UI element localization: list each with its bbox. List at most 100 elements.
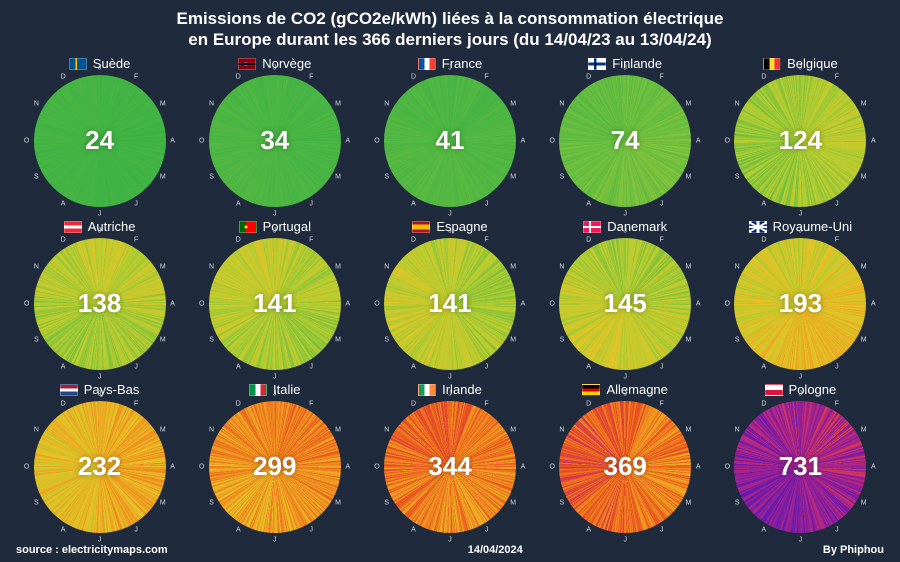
month-label: O — [549, 463, 554, 470]
country-name: Italie — [273, 382, 300, 397]
title-line-1: Emissions de CO2 (gCO2e/kWh) liées à la … — [20, 8, 880, 29]
country-name: Belgique — [787, 56, 838, 71]
month-label: O — [549, 137, 554, 144]
month-label: O — [24, 137, 29, 144]
mean-value: 145 — [559, 238, 691, 370]
country-cell-nl: Pays-Bas232JFMAMJJASOND — [14, 381, 185, 540]
month-label: O — [199, 137, 204, 144]
mean-value: 141 — [384, 238, 516, 370]
country-cell-fr: France41JFMAMJJASOND — [364, 55, 535, 214]
country-cell-ie: Irlande344JFMAMJJASOND — [364, 381, 535, 540]
country-header: Irlande — [418, 381, 482, 399]
month-label: A — [345, 463, 350, 470]
day-wheel: 138JFMAMJJASOND — [34, 238, 166, 370]
country-cell-at: Autriche138JFMAMJJASOND — [14, 218, 185, 377]
mean-value: 299 — [209, 401, 341, 533]
country-cell-no: Norvège 34JFMAMJJASOND — [189, 55, 360, 214]
footer-author: By Phiphou — [823, 544, 884, 556]
day-wheel: 193JFMAMJJASOND — [734, 238, 866, 370]
footer-date: 14/04/2024 — [468, 544, 523, 556]
mean-value: 193 — [734, 238, 866, 370]
country-header: Italie — [249, 381, 300, 399]
footer-source: source : electricitymaps.com — [16, 544, 168, 556]
country-name: Finlande — [612, 56, 662, 71]
page-title: Emissions de CO2 (gCO2e/kWh) liées à la … — [0, 0, 900, 55]
country-cell-it: Italie299JFMAMJJASOND — [189, 381, 360, 540]
flag-icon-be — [763, 58, 781, 70]
flag-icon-no — [238, 58, 256, 70]
month-label: J — [799, 373, 803, 380]
day-wheel: 34JFMAMJJASOND — [209, 75, 341, 207]
month-label: J — [623, 210, 627, 217]
month-label: A — [345, 300, 350, 307]
month-label: O — [374, 137, 379, 144]
flag-icon-ie — [418, 384, 436, 396]
month-label: A — [871, 137, 876, 144]
mean-value: 74 — [559, 75, 691, 207]
day-wheel: 124JFMAMJJASOND — [734, 75, 866, 207]
country-header: Royaume-Uni — [749, 218, 852, 236]
co2-infographic: Emissions de CO2 (gCO2e/kWh) liées à la … — [0, 0, 900, 562]
country-cell-es: Espagne141JFMAMJJASOND — [364, 218, 535, 377]
month-label: J — [799, 210, 803, 217]
month-label: A — [871, 300, 876, 307]
mean-value: 232 — [34, 401, 166, 533]
country-name: Espagne — [436, 219, 487, 234]
day-wheel: 141JFMAMJJASOND — [209, 238, 341, 370]
day-wheel: 24JFMAMJJASOND — [34, 75, 166, 207]
month-label: O — [725, 300, 730, 307]
month-label: A — [696, 463, 701, 470]
month-label: A — [521, 137, 526, 144]
flag-icon-dk — [583, 221, 601, 233]
month-label: O — [725, 463, 730, 470]
flag-icon-es — [412, 221, 430, 233]
country-cell-pl: Pologne731JFMAMJJASOND — [715, 381, 886, 540]
month-label: A — [345, 137, 350, 144]
mean-value: 138 — [34, 238, 166, 370]
country-name: France — [442, 56, 482, 71]
country-header: Belgique — [763, 55, 838, 73]
country-name: Pologne — [789, 382, 837, 397]
country-header: Norvège — [238, 55, 311, 73]
mean-value: 34 — [209, 75, 341, 207]
mean-value: 124 — [734, 75, 866, 207]
country-header: Pologne — [765, 381, 837, 399]
mean-value: 731 — [734, 401, 866, 533]
country-name: Allemagne — [606, 382, 667, 397]
day-wheel: 145JFMAMJJASOND — [559, 238, 691, 370]
month-label: A — [521, 300, 526, 307]
month-label: J — [98, 210, 102, 217]
month-label: A — [170, 463, 175, 470]
flag-icon-nl — [60, 384, 78, 396]
country-cell-pt: Portugal141JFMAMJJASOND — [189, 218, 360, 377]
month-label: O — [725, 137, 730, 144]
month-label: O — [374, 463, 379, 470]
country-cell-dk: Danemark 145JFMAMJJASOND — [540, 218, 711, 377]
month-label: O — [199, 463, 204, 470]
country-header: Allemagne — [582, 381, 667, 399]
month-label: O — [374, 300, 379, 307]
day-wheel: 232JFMAMJJASOND — [34, 401, 166, 533]
mean-value: 141 — [209, 238, 341, 370]
country-cell-se: Suède24JFMAMJJASOND — [14, 55, 185, 214]
country-cell-gb: Royaume-Uni 193JFMAMJJASOND — [715, 218, 886, 377]
country-grid: Suède24JFMAMJJASOND Norvège 34JFMAMJJASOND… — [0, 55, 900, 541]
month-label: J — [98, 373, 102, 380]
month-label: O — [24, 463, 29, 470]
month-label: J — [273, 210, 277, 217]
month-label: A — [521, 463, 526, 470]
month-label: O — [199, 300, 204, 307]
country-header: Espagne — [412, 218, 487, 236]
country-name: Royaume-Uni — [773, 219, 852, 234]
month-label: J — [273, 373, 277, 380]
country-name: Danemark — [607, 219, 667, 234]
flag-icon-gb — [749, 221, 767, 233]
title-line-2: en Europe durant les 366 derniers jours … — [20, 29, 880, 50]
mean-value: 41 — [384, 75, 516, 207]
month-label: J — [448, 210, 452, 217]
country-cell-be: Belgique 124JFMAMJJASOND — [715, 55, 886, 214]
flag-icon-fr — [418, 58, 436, 70]
day-wheel: 369JFMAMJJASOND — [559, 401, 691, 533]
day-wheel: 74JFMAMJJASOND — [559, 75, 691, 207]
month-label: J — [448, 373, 452, 380]
